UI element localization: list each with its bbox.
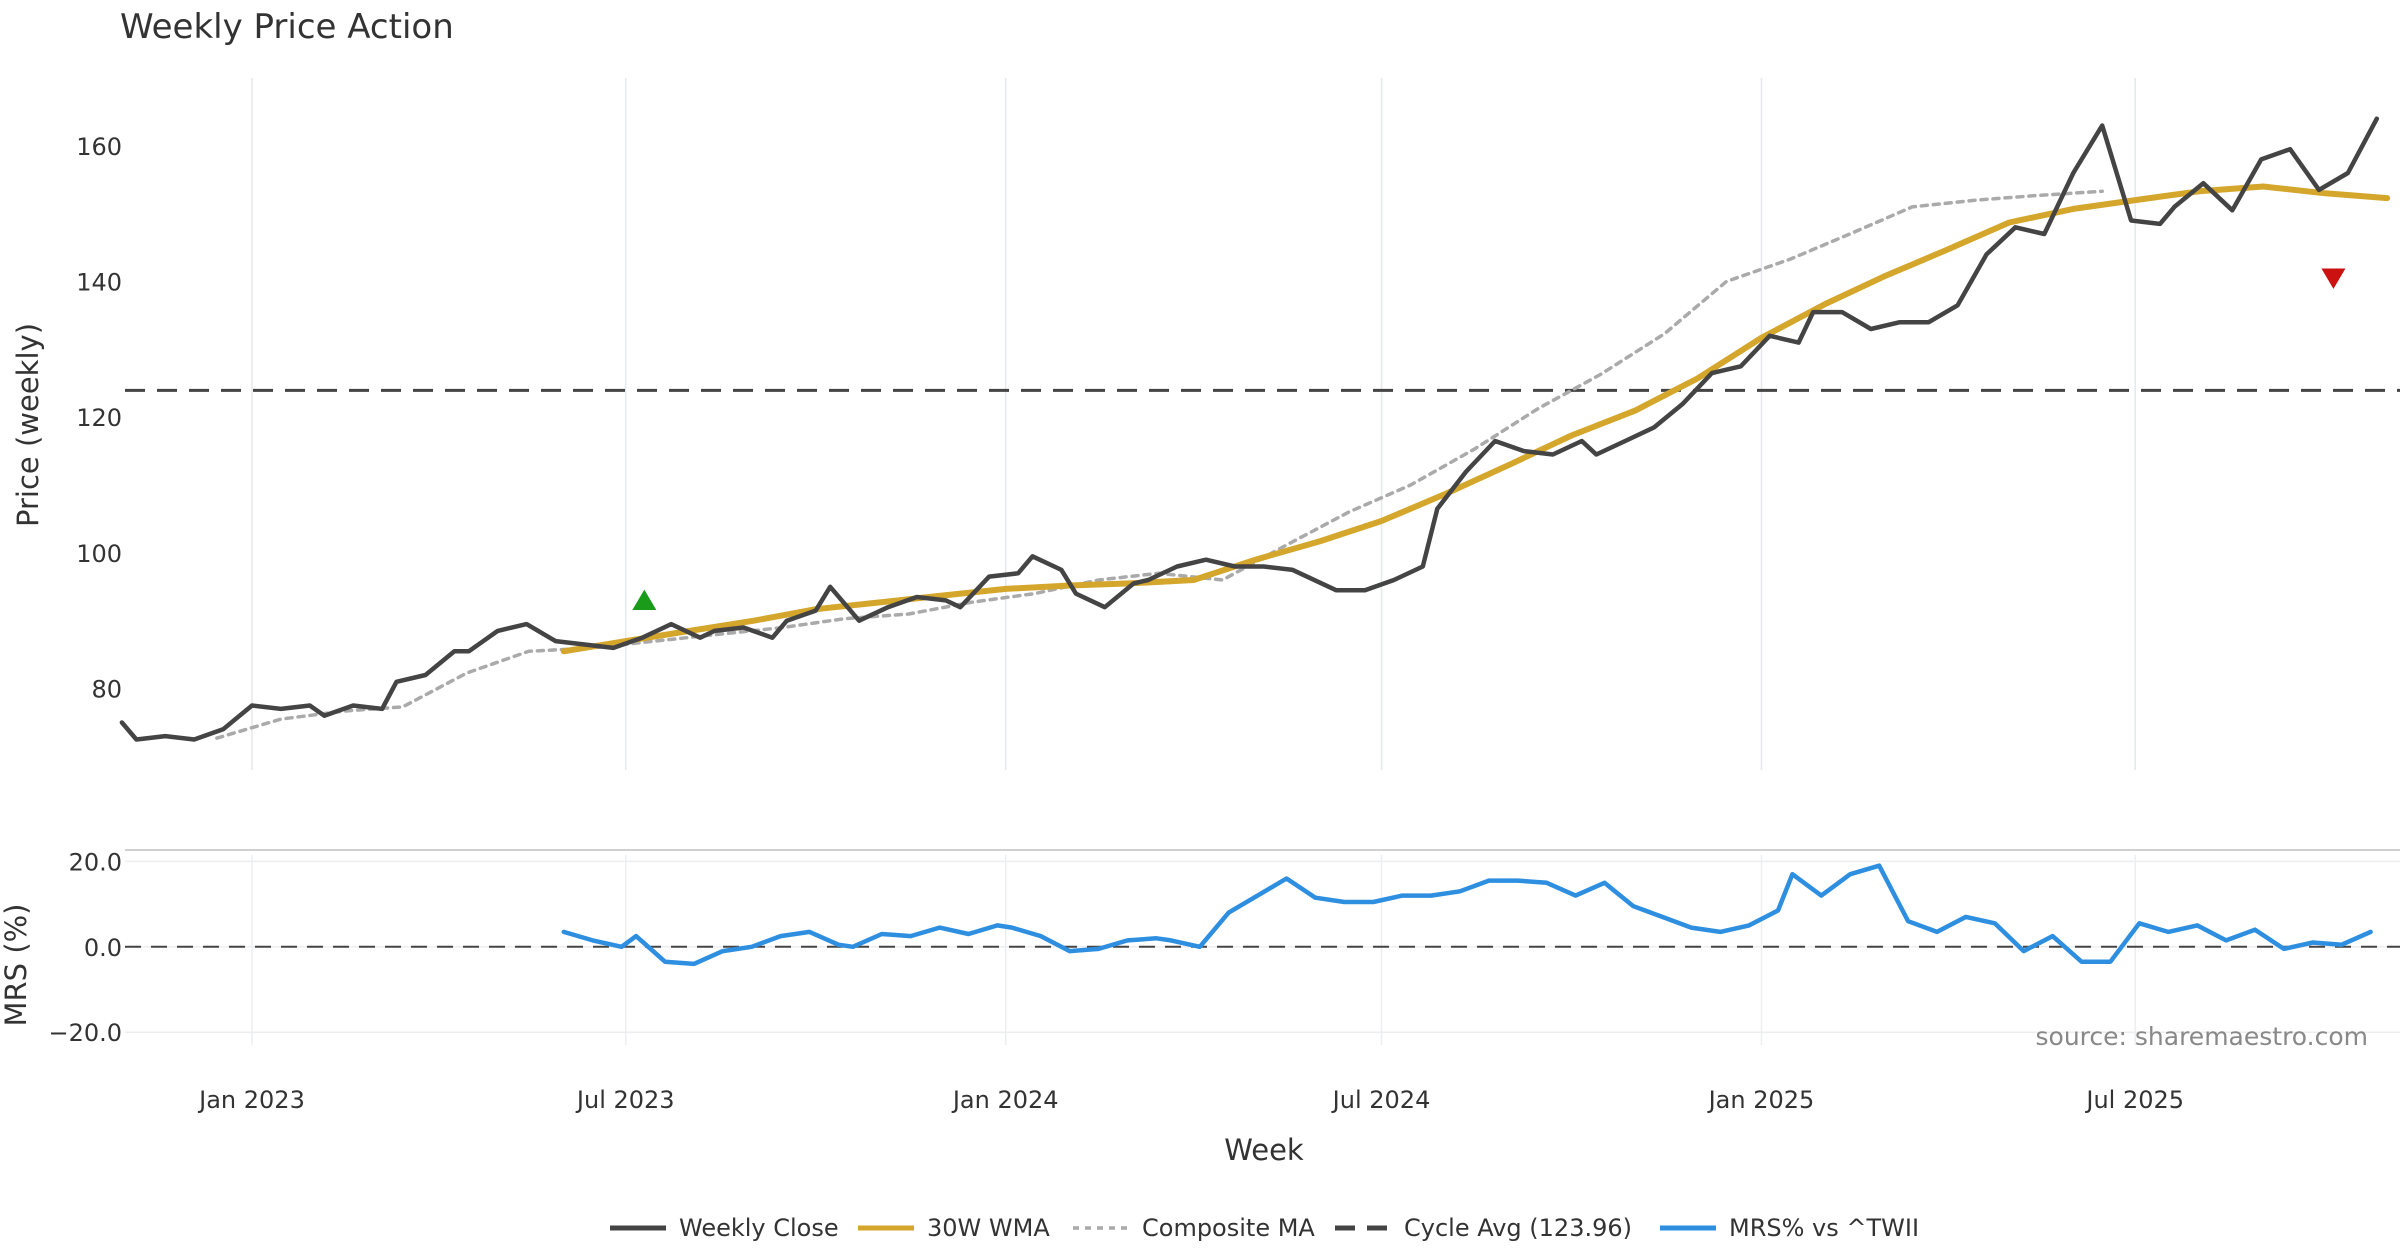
mrs-line	[561, 863, 2373, 967]
weekly-close-line	[119, 116, 2380, 742]
sell-signal-marker	[2321, 268, 2346, 289]
x-tick-label: Jul 2023	[575, 1086, 675, 1114]
y-axis-title: Price (weekly)	[11, 323, 45, 527]
x-tick-label: Jan 2024	[951, 1086, 1059, 1114]
legend-label: MRS% vs ^TWII	[1729, 1214, 1919, 1242]
legend-label: Cycle Avg (123.96)	[1404, 1214, 1632, 1242]
mrs-axis-title: MRS (%)	[0, 904, 33, 1027]
y-tick-label: 140	[76, 269, 122, 297]
chart-legend: Weekly Close 30W WMA Composite MA Cycle Avg…	[610, 1214, 1919, 1242]
legend-label: 30W WMA	[927, 1214, 1050, 1242]
x-tick-label: Jan 2023	[197, 1086, 305, 1114]
buy-signal-marker	[632, 589, 657, 610]
x-tick-label: Jul 2025	[2084, 1086, 2184, 1114]
x-tick-label: Jul 2024	[1331, 1086, 1431, 1114]
y-tick-label: 120	[76, 404, 122, 432]
y-tick-label: 160	[76, 133, 122, 161]
y-tick-label: 100	[76, 540, 122, 568]
x-axis-title: Week	[1224, 1133, 1304, 1167]
composite-ma-line	[215, 189, 2104, 740]
chart-title: Weekly Price Action	[120, 7, 454, 47]
legend-label: Weekly Close	[679, 1214, 839, 1242]
y-tick-label: 80	[91, 676, 122, 704]
source-label: source: sharemaestro.com	[2036, 1022, 2369, 1051]
x-tick-label: Jan 2025	[1707, 1086, 1815, 1114]
mrs-y-tick-label: 20.0	[69, 848, 122, 876]
30w-wma-line	[560, 183, 2391, 655]
mrs-y-tick-label: 0.0	[84, 934, 122, 962]
mrs-y-tick-label: −20.0	[48, 1019, 122, 1047]
legend-label: Composite MA	[1142, 1214, 1315, 1242]
